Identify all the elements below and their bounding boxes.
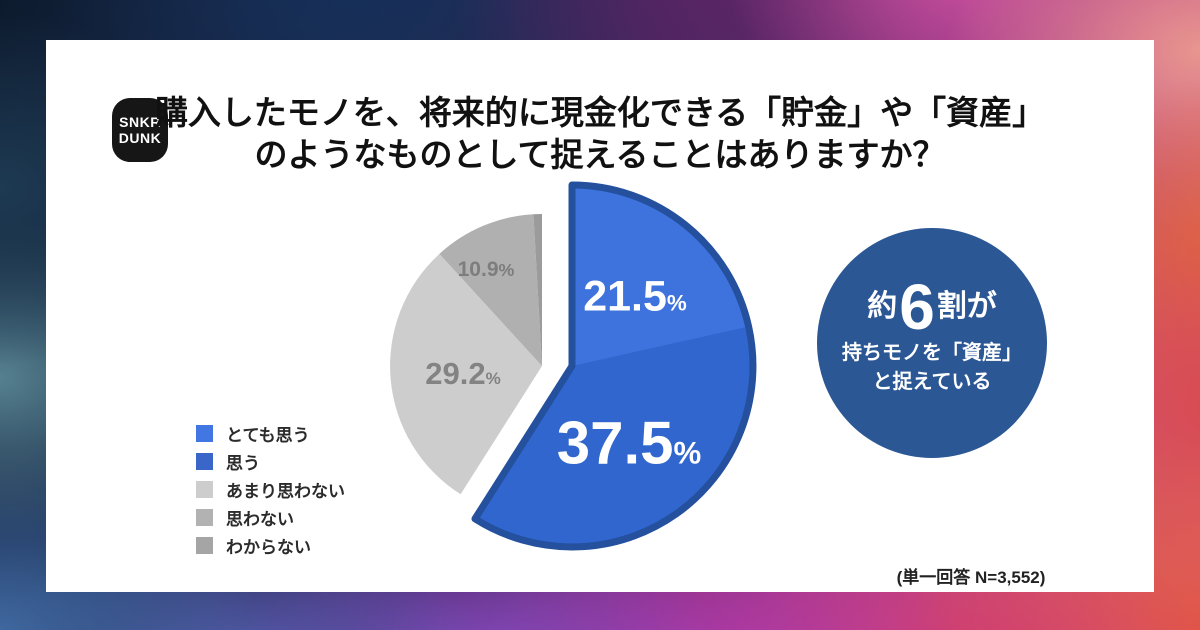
badge-big-number: 6 [899, 271, 935, 343]
percent-sign: % [485, 369, 501, 388]
badge-line2: 持ちモノを「資産」 [842, 342, 1022, 364]
legend-swatch [196, 425, 213, 442]
legend-swatch [196, 453, 213, 470]
badge-prefix: 約 [867, 290, 898, 323]
legend-label: 思わない [226, 510, 294, 529]
pie-slice-wakaranai [533, 213, 542, 366]
pie-label-21-5: 21.5% [583, 273, 687, 322]
legend-label: 思う [226, 454, 260, 473]
sample-size-note: (単一回答 N=3,552) [896, 568, 1046, 587]
legend-swatch [196, 481, 213, 498]
legend-item-totemo-omou: とても思う [196, 425, 345, 445]
pie-slice-amari-omowanai [390, 253, 542, 495]
legend-label: わからない [226, 538, 311, 557]
percent-sign: % [666, 290, 687, 316]
legend-label: あまり思わない [226, 482, 345, 501]
pie-label-37-5: 37.5% [557, 409, 702, 478]
title-line1: 購入したモノを、将来的に現金化できる「貯金」や「資産」 [154, 94, 1046, 131]
pie-label-29-2: 29.2% [425, 356, 501, 392]
legend-label: とても思う [226, 426, 310, 445]
pie-label-value: 37.5 [556, 409, 674, 477]
title-line2: のようなものとして捉えることはありますか？ [254, 136, 946, 174]
badge-headline: 約 6 割が [867, 275, 997, 339]
survey-question-title: 購入したモノを、将来的に現金化できる「貯金」や「資産」 のようなものとして捉える… [46, 92, 1154, 176]
percent-sign: % [498, 260, 515, 280]
legend-swatch [196, 537, 213, 554]
logo-line2: DUNK [118, 130, 162, 146]
pie-label-value: 10.9 [457, 258, 499, 281]
percent-sign: % [673, 435, 702, 471]
pie-slice-omowanai [439, 214, 542, 366]
legend-swatch [196, 509, 213, 526]
exploded-wedge-outline [471, 181, 757, 551]
legend-item-omou: 思う [196, 453, 345, 473]
pie-slice-omou [475, 326, 753, 547]
badge-suffix: 割が [936, 290, 997, 323]
pie-label-value: 29.2 [425, 356, 486, 391]
snkrdunk-logo: SNKR DUNK [112, 98, 168, 162]
highlight-circle: 約 6 割が 持ちモノを「資産」 と捉えている [817, 228, 1047, 458]
legend-item-amari-omowanai: あまり思わない [196, 481, 345, 501]
pie-label-value: 21.5 [583, 272, 667, 321]
legend-item-wakaranai: わからない [196, 537, 345, 557]
badge-line3: と捉えている [872, 371, 992, 393]
pie-label-10-9: 10.9% [458, 258, 515, 282]
logo-line1: SNKR [119, 113, 161, 130]
legend-item-omowanai: 思わない [196, 509, 345, 529]
pie-legend: とても思う 思う あまり思わない 思わない わからない [196, 425, 345, 565]
